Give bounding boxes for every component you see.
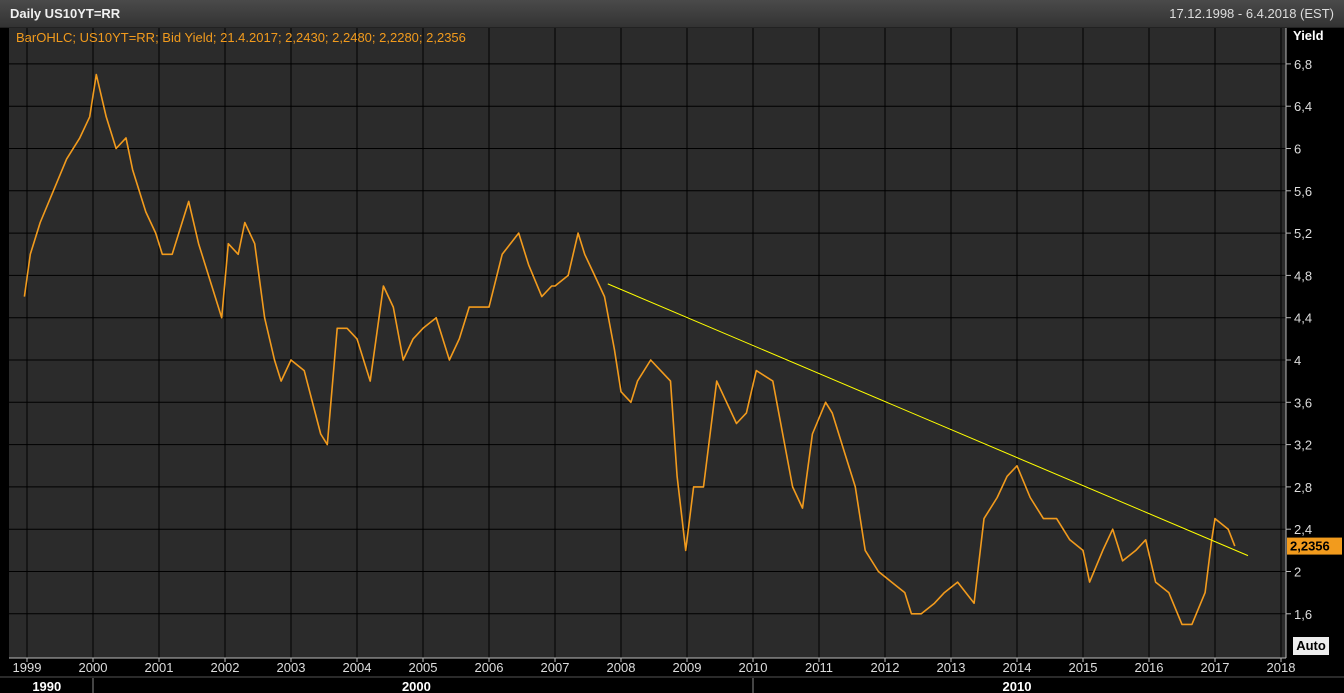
plot-area[interactable] xyxy=(9,28,1286,658)
x-tick-label: 2005 xyxy=(409,660,438,675)
x-tick-label: 2002 xyxy=(211,660,240,675)
axis-layer: 1,6 2 2,4 2,8 3,2 3,6 4 4,4 4,8 5,2 5,6 6 6,4 6,8 1999… xyxy=(0,28,1344,693)
last-value-marker xyxy=(1287,537,1342,555)
x-tick-label: 2018 xyxy=(1267,660,1296,675)
label-layer: 2,2356 xyxy=(1287,537,1342,555)
y-axis-title: Yield xyxy=(1293,28,1324,43)
chart-title: Daily US10YT=RR xyxy=(10,6,121,21)
y-tick-label: 4,4 xyxy=(1294,311,1312,326)
x-tick-label: 2008 xyxy=(607,660,636,675)
x-tick-label: 2001 xyxy=(145,660,174,675)
y-tick-label: 2,4 xyxy=(1294,522,1312,537)
x-tick-label: 2011 xyxy=(805,660,833,675)
last-value-label: 2,2356 xyxy=(1290,539,1330,554)
legend: BarOHLC; US10YT=RR; Bid Yield; 21.4.2017… xyxy=(16,30,466,45)
x-tick-label: 2010 xyxy=(739,660,768,675)
x-tick-label: 2004 xyxy=(343,660,372,675)
x-tick-label: 2017 xyxy=(1201,660,1230,675)
decade-label: 2010 xyxy=(1003,679,1032,693)
x-tick-label: 2016 xyxy=(1135,660,1164,675)
y-tick-label: 6,8 xyxy=(1294,57,1312,72)
y-tick-label: 3,2 xyxy=(1294,438,1312,453)
y-tick-label: 2,8 xyxy=(1294,480,1312,495)
title-bar: Daily US10YT=RR 17.12.1998 - 6.4.2018 (E… xyxy=(0,0,1344,28)
trendline xyxy=(607,283,1249,557)
x-tick-label: 2009 xyxy=(673,660,702,675)
x-tick-label: 2007 xyxy=(541,660,570,675)
series-line xyxy=(23,73,1236,626)
x-tick-label: 2000 xyxy=(79,660,108,675)
decade-label: 1990 xyxy=(32,679,61,693)
decade-label: 2000 xyxy=(402,679,431,693)
x-tick-label: 2015 xyxy=(1069,660,1098,675)
x-tick-label: 1999 xyxy=(13,660,42,675)
x-tick-label: 2012 xyxy=(871,660,900,675)
y-tick-label: 4,8 xyxy=(1294,268,1312,283)
x-tick-label: 2014 xyxy=(1003,660,1032,675)
x-tick-label: 2013 xyxy=(937,660,966,675)
x-tick-label: 2003 xyxy=(277,660,306,675)
y-tick-label: 6,4 xyxy=(1294,99,1312,114)
y-tick-label: 6 xyxy=(1294,142,1301,157)
date-range: 17.12.1998 - 6.4.2018 (EST) xyxy=(1169,6,1334,21)
y-tick-label: 1,6 xyxy=(1294,607,1312,622)
y-tick-label: 4 xyxy=(1294,353,1301,368)
grid-layer xyxy=(9,28,1286,658)
series-layer xyxy=(23,73,1236,626)
x-tick-label: 2006 xyxy=(475,660,504,675)
y-tick-label: 5,2 xyxy=(1294,226,1312,241)
y-tick-label: 3,6 xyxy=(1294,395,1312,410)
auto-scale-button[interactable]: Auto xyxy=(1293,637,1329,655)
y-tick-label: 5,6 xyxy=(1294,184,1312,199)
trend-layer xyxy=(607,283,1249,557)
y-tick-label: 2 xyxy=(1294,565,1301,580)
